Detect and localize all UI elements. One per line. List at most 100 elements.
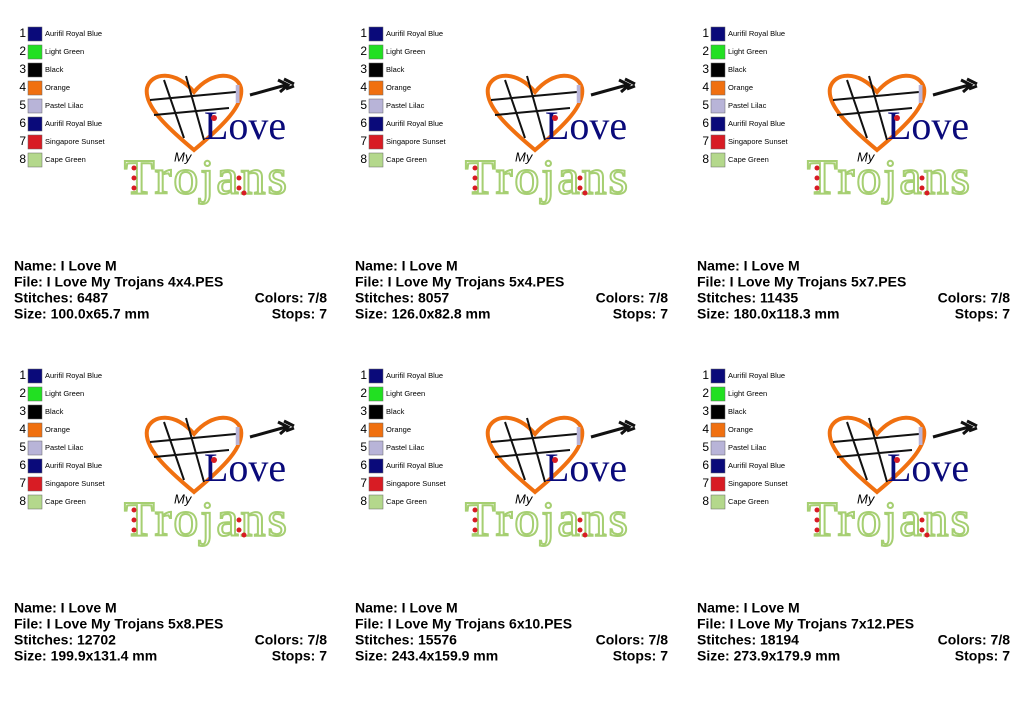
art-i: I	[917, 421, 924, 451]
design-stitches: Stitches: 6487	[14, 290, 108, 306]
thread-swatch	[27, 62, 43, 78]
art-dot	[919, 175, 925, 181]
thread-number: 7	[702, 476, 709, 490]
art-dot	[814, 507, 820, 513]
thread-name: Black	[386, 65, 405, 74]
art-dot	[131, 175, 137, 181]
thread-name: Aurifil Royal Blue	[45, 119, 102, 128]
thread-name: Black	[728, 65, 747, 74]
thread-swatch	[368, 458, 384, 474]
heart	[144, 73, 244, 153]
design-file: File: I Love My Trojans 5x7.PES	[697, 274, 906, 290]
thread-name: Black	[728, 407, 747, 416]
heart	[827, 73, 927, 153]
thread-swatch	[27, 368, 43, 384]
art-dot	[236, 527, 242, 533]
thread-number: 5	[19, 440, 26, 454]
art-heart-dot	[552, 457, 558, 463]
thread-number: 1	[19, 26, 26, 40]
arrow	[249, 419, 295, 439]
art-dot	[577, 517, 583, 523]
thread-number: 1	[360, 368, 367, 382]
thread-number: 7	[19, 134, 26, 148]
design-file: File: I Love My Trojans 7x12.PES	[697, 616, 914, 632]
design-file: File: I Love My Trojans 6x10.PES	[355, 616, 572, 632]
design-stops: Stops: 7	[955, 648, 1010, 664]
thread-number: 8	[19, 152, 26, 166]
thread-swatch	[368, 134, 384, 150]
thread-name: Singapore Sunset	[45, 137, 106, 146]
thread-name: Light Green	[728, 389, 767, 398]
thread-name: Black	[386, 407, 405, 416]
thread-number: 8	[360, 494, 367, 508]
thread-swatch	[710, 494, 726, 510]
thread-swatch	[27, 26, 43, 42]
thread-swatch	[710, 44, 726, 60]
thread-name: Aurifil Royal Blue	[728, 461, 785, 470]
thread-swatch	[27, 494, 43, 510]
design-file: File: I Love My Trojans 5x4.PES	[355, 274, 564, 290]
thread-number: 6	[360, 116, 367, 130]
thread-name: Aurifil Royal Blue	[45, 461, 102, 470]
thread-swatch	[27, 404, 43, 420]
thread-name: Aurifil Royal Blue	[386, 29, 443, 38]
thread-number: 5	[702, 440, 709, 454]
heart-lines	[149, 75, 237, 141]
thread-number: 2	[19, 44, 26, 58]
thread-swatch	[27, 80, 43, 96]
design-size: Size: 126.0x82.8 mm	[355, 306, 490, 322]
art-i: I	[575, 79, 582, 109]
design-stitches: Stitches: 8057	[355, 290, 449, 306]
thread-name: Pastel Lilac	[45, 443, 84, 452]
design-stops: Stops: 7	[955, 306, 1010, 322]
thread-swatch	[710, 152, 726, 168]
art-trojans: Trojans	[807, 148, 972, 204]
thread-name: Singapore Sunset	[728, 479, 789, 488]
arrow	[590, 77, 636, 97]
design-stitches: Stitches: 15576	[355, 632, 457, 648]
art-dot	[236, 185, 242, 191]
thread-name: Aurifil Royal Blue	[45, 29, 102, 38]
heart	[144, 415, 244, 495]
thread-name: Aurifil Royal Blue	[45, 371, 102, 380]
design-panel: 1 Aurifil Royal Blue 2 Light Green 3 Black 4 Or…	[697, 26, 1010, 322]
thread-name: Pastel Lilac	[386, 443, 425, 452]
thread-swatch	[368, 116, 384, 132]
thread-name: Light Green	[45, 389, 84, 398]
design-size: Size: 243.4x159.9 mm	[355, 648, 498, 664]
thread-number: 1	[19, 368, 26, 382]
design-stops: Stops: 7	[272, 648, 327, 664]
design-stops: Stops: 7	[272, 306, 327, 322]
thread-number: 5	[360, 440, 367, 454]
art-dot	[131, 185, 137, 191]
design-size: Size: 100.0x65.7 mm	[14, 306, 149, 322]
art-heart-dot	[894, 115, 900, 121]
thread-name: Pastel Lilac	[45, 101, 84, 110]
thread-number: 3	[19, 62, 26, 76]
arrow	[932, 77, 978, 97]
thread-number: 8	[19, 494, 26, 508]
thread-swatch	[368, 440, 384, 456]
thread-name: Aurifil Royal Blue	[728, 119, 785, 128]
art-dot	[131, 165, 137, 171]
design-name: Name: I Love M	[355, 600, 458, 616]
thread-name: Orange	[45, 425, 70, 434]
thread-number: 8	[360, 152, 367, 166]
design-name: Name: I Love M	[14, 258, 117, 274]
design-colors: Colors: 7/8	[596, 290, 669, 306]
thread-swatch	[368, 44, 384, 60]
art-i: I	[234, 421, 241, 451]
heart-lines	[149, 417, 237, 483]
thread-number: 6	[702, 116, 709, 130]
design-size: Size: 199.9x131.4 mm	[14, 648, 157, 664]
design-file: File: I Love My Trojans 4x4.PES	[14, 274, 223, 290]
thread-name: Orange	[45, 83, 70, 92]
design-colors: Colors: 7/8	[938, 290, 1011, 306]
thread-name: Singapore Sunset	[728, 137, 789, 146]
thread-number: 3	[702, 404, 709, 418]
thread-swatch	[710, 98, 726, 114]
thread-swatch	[710, 422, 726, 438]
design-panel: 1 Aurifil Royal Blue 2 Light Green 3 Black 4 Or…	[14, 368, 327, 664]
